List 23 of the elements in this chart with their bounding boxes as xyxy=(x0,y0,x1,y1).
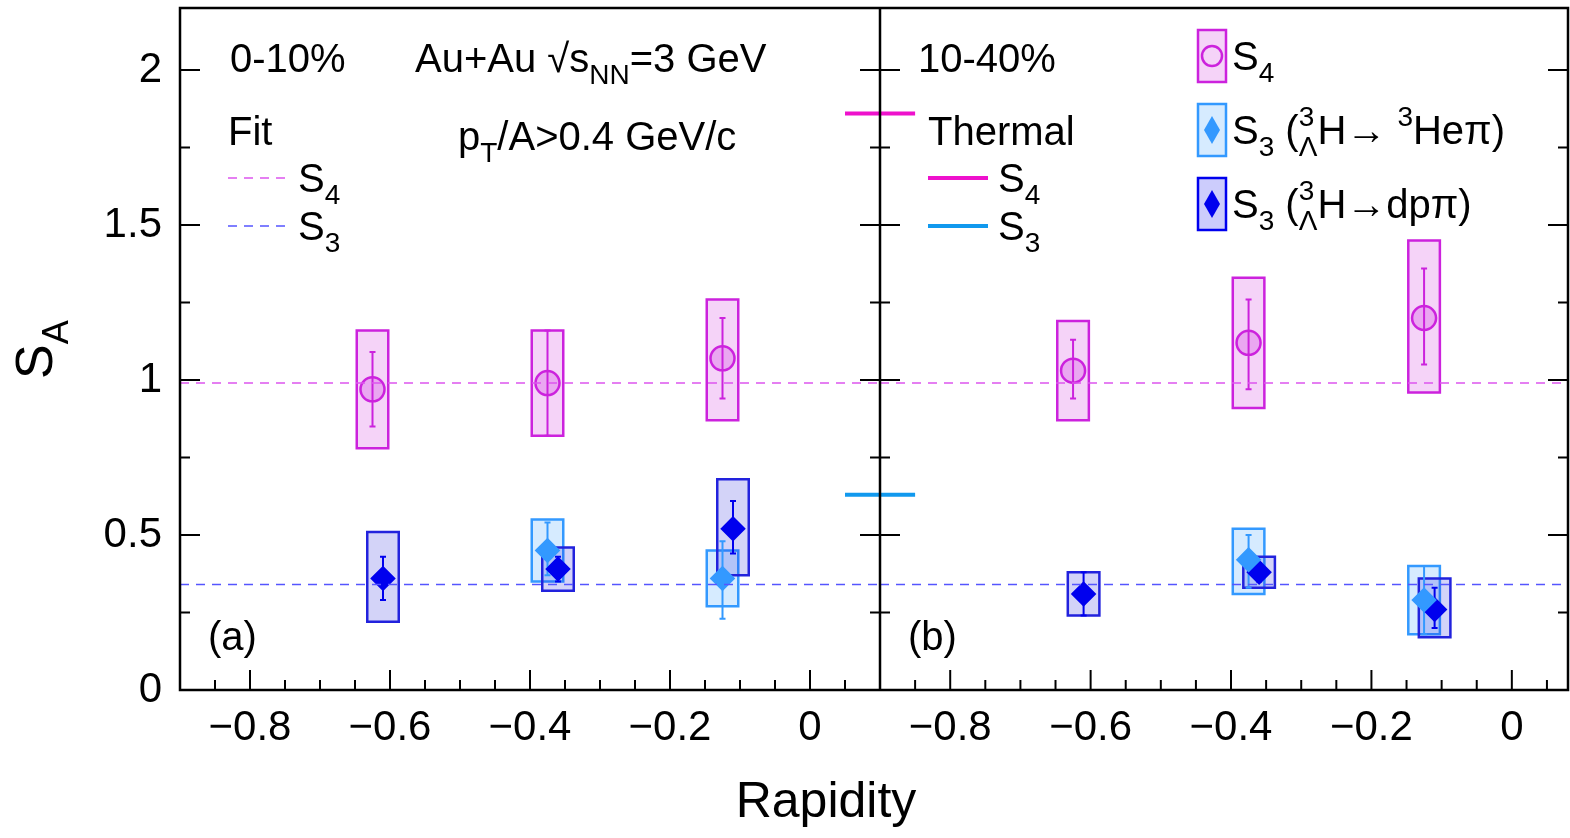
x-tick-label: −0.6 xyxy=(348,701,432,749)
x-tick-label: −0.8 xyxy=(208,701,292,749)
x-tick-label: −0.8 xyxy=(908,701,992,749)
y-tick-label: 1 xyxy=(138,353,162,401)
annotation: (a) xyxy=(208,614,257,658)
x-tick-label: −0.6 xyxy=(1049,701,1133,749)
y-tick-label: 0.5 xyxy=(103,508,162,556)
annotation: 10-40% xyxy=(918,36,1056,80)
annotation: 0-10% xyxy=(230,36,346,80)
y-tick-label: 1.5 xyxy=(103,198,162,246)
y-axis-title: SA xyxy=(5,320,76,379)
x-tick-label: −0.4 xyxy=(1189,701,1273,749)
legend-title: Fit xyxy=(228,109,273,153)
x-tick-label: 0 xyxy=(1500,701,1524,749)
x-tick-label: 0 xyxy=(798,701,822,749)
y-tick-label: 2 xyxy=(138,43,162,91)
x-tick-label: −0.2 xyxy=(628,701,712,749)
x-tick-label: −0.4 xyxy=(488,701,572,749)
y-tick-label: 0 xyxy=(138,663,162,711)
annotation: (b) xyxy=(908,614,957,658)
x-tick-label: −0.2 xyxy=(1329,701,1413,749)
legend-title: Thermal xyxy=(928,109,1075,153)
x-axis-title: Rapidity xyxy=(734,771,918,830)
